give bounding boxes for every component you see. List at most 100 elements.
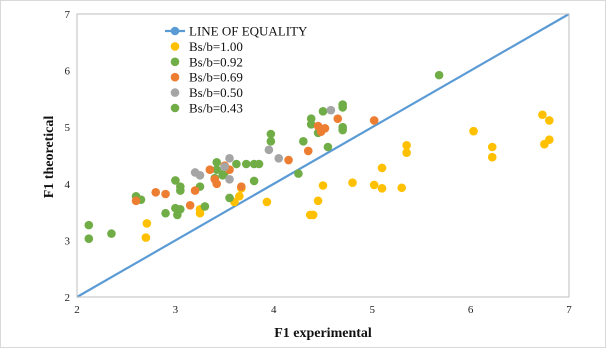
data-point (434, 70, 444, 80)
legend-marker (170, 26, 180, 36)
data-point (212, 179, 222, 189)
data-point (195, 171, 205, 180)
data-point (141, 233, 151, 242)
series-2 (84, 70, 444, 244)
data-point (377, 163, 387, 173)
y-tick-label: 7 (65, 9, 71, 21)
data-point (107, 229, 116, 238)
data-point (369, 180, 379, 190)
legend: LINE OF EQUALITYBs/b=1.00Bs/b=0.92Bs/b=0… (165, 24, 308, 116)
data-point (84, 234, 94, 244)
data-point (338, 122, 347, 132)
x-tick-label: 6 (468, 304, 474, 316)
data-point (303, 146, 313, 156)
data-point (220, 162, 229, 172)
equality-line (76, 13, 570, 298)
x-tick-label: 4 (271, 304, 277, 316)
data-point (232, 159, 241, 169)
x-tick-label: 7 (566, 304, 572, 316)
data-point (487, 142, 497, 152)
legend-marker (170, 72, 180, 82)
data-point (318, 107, 328, 116)
y-tick-label: 2 (65, 292, 71, 304)
y-tick-label: 4 (65, 179, 71, 191)
legend-label: Bs/b=0.50 (189, 85, 243, 100)
data-point (308, 210, 318, 220)
data-point (205, 165, 215, 174)
data-point (264, 145, 274, 155)
x-tick-label: 3 (173, 304, 179, 316)
data-point (161, 208, 170, 218)
legend-label: Bs/b=0.69 (189, 70, 243, 85)
data-point (487, 152, 497, 162)
x-tick-label: 5 (369, 304, 375, 316)
x-axis-title: F1 experimental (274, 326, 372, 341)
data-point (545, 135, 554, 144)
data-point (195, 208, 205, 218)
data-point (320, 124, 330, 133)
plot-border (76, 13, 570, 298)
data-point (176, 204, 185, 214)
plot-area (76, 13, 570, 298)
data-point (377, 184, 387, 193)
data-point (402, 148, 411, 157)
data-point (284, 155, 293, 165)
legend-marker (170, 103, 180, 113)
data-point (131, 196, 141, 206)
data-point (235, 191, 244, 201)
data-point (200, 202, 210, 211)
data-point (318, 181, 328, 190)
data-point (306, 114, 316, 124)
data-point (469, 126, 478, 136)
legend-label: LINE OF EQUALITY (189, 24, 308, 39)
data-point (266, 129, 276, 139)
data-point (397, 183, 407, 193)
data-point (274, 154, 284, 163)
legend-label: Bs/b=0.43 (189, 101, 243, 116)
legend-marker (170, 42, 180, 51)
data-point (313, 196, 323, 206)
data-point (538, 110, 547, 120)
data-point (326, 105, 336, 115)
data-point (323, 142, 333, 152)
data-point (225, 174, 234, 184)
data-point (142, 219, 152, 228)
data-point (348, 178, 357, 187)
data-point (225, 193, 234, 203)
data-point (212, 157, 222, 167)
x-tick-label: 2 (74, 304, 80, 316)
data-point (176, 182, 185, 191)
data-point (254, 159, 264, 169)
data-point (171, 176, 180, 185)
data-point (262, 197, 272, 207)
data-point (402, 141, 411, 150)
y-tick-label: 5 (65, 122, 71, 134)
data-point (190, 186, 200, 195)
data-point (237, 182, 246, 191)
y-axis-title: F1 theoretical (42, 116, 57, 199)
data-point (185, 201, 195, 210)
legend-label: Bs/b=1.00 (189, 39, 243, 54)
data-point (225, 154, 234, 163)
data-point (241, 159, 251, 169)
y-tick-label: 6 (65, 66, 71, 78)
data-point (299, 137, 308, 146)
data-point (151, 187, 161, 197)
series-4 (190, 105, 336, 184)
data-point (84, 220, 94, 230)
series-3 (131, 114, 379, 210)
data-point (369, 116, 379, 125)
y-tick-label: 3 (65, 235, 71, 247)
data-point (338, 100, 347, 109)
axes: 2 3 4 5 6 7 2 3 4 5 6 7 (65, 9, 573, 316)
data-point (249, 176, 259, 186)
data-point (333, 114, 343, 124)
legend-label: Bs/b=0.92 (189, 54, 243, 69)
legend-marker (170, 57, 180, 67)
data-point (294, 169, 303, 178)
legend-marker (170, 88, 180, 97)
data-point (266, 137, 276, 146)
data-point (545, 116, 554, 125)
